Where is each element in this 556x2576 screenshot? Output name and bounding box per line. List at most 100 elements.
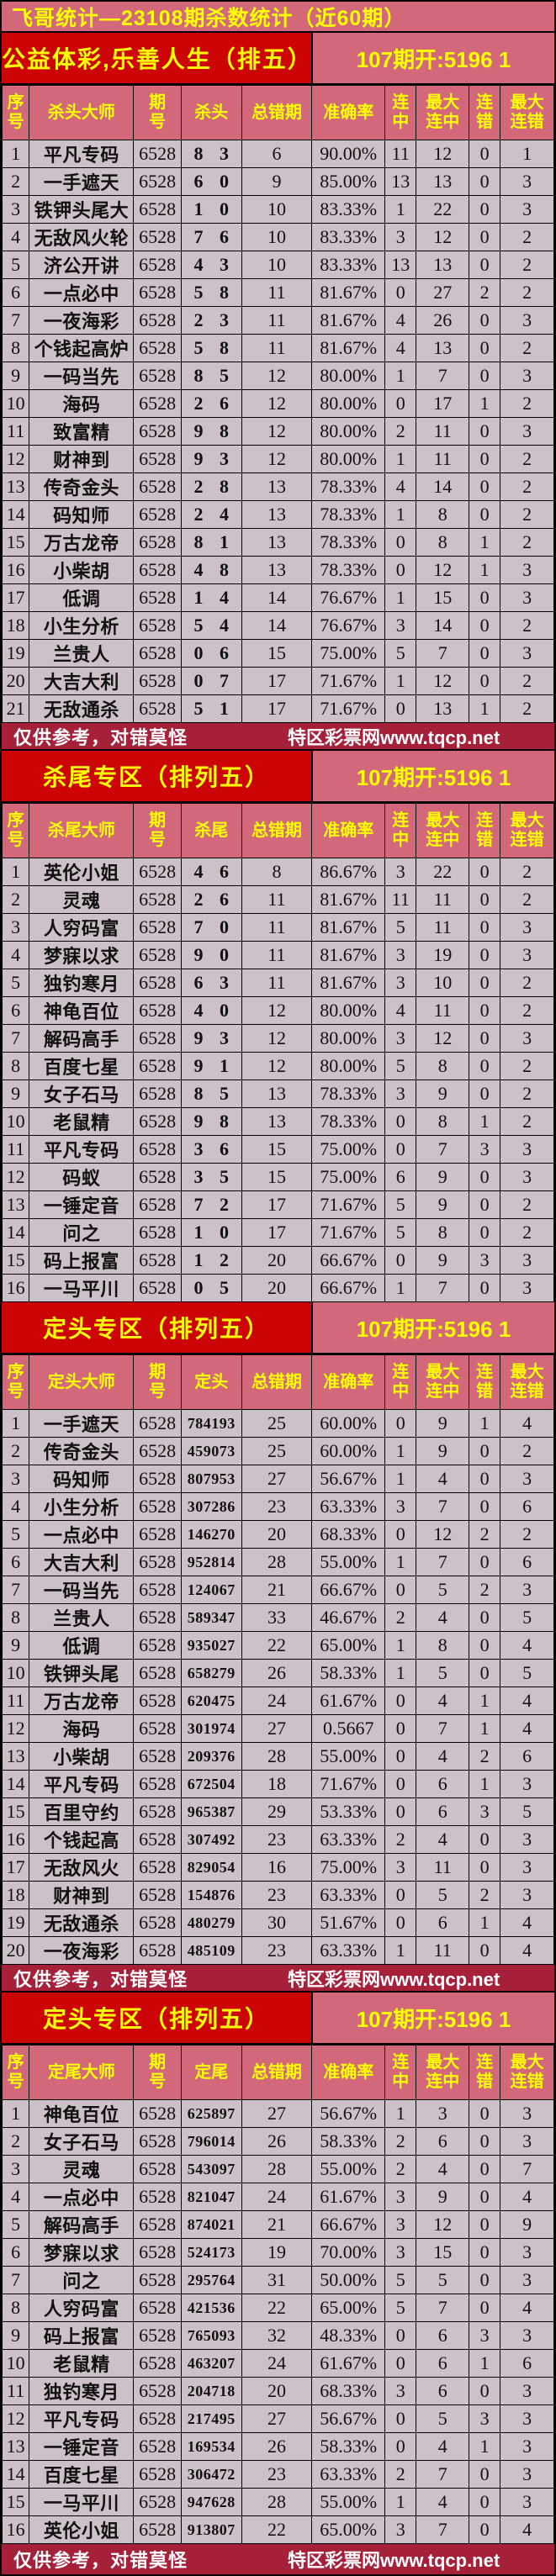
total-error-cell: 26	[241, 2127, 313, 2156]
streak-miss-cell: 1	[468, 1714, 501, 1743]
streak-hit-cell: 5	[384, 913, 417, 942]
table-row: 8 人穷码富 6528 421536 22 65.00% 5 7 0 4	[1, 2294, 554, 2322]
predict-number-cell: 307286	[180, 1492, 242, 1521]
master-name-cell: 小生分析	[29, 611, 135, 640]
max-streak-hit-cell: 8	[416, 1631, 469, 1660]
header-row: 序 号定尾大师期 号定尾 总错期 准确率连 中最大 连中连 错最大 连错	[1, 2045, 554, 2100]
max-streak-miss-cell: 3	[500, 1163, 554, 1191]
master-name-cell: 财神到	[29, 445, 135, 473]
streak-miss-cell: 0	[468, 1190, 501, 1219]
master-name-cell: 平凡专码	[29, 140, 135, 168]
total-error-cell: 30	[241, 1908, 313, 1937]
period-cell: 6528	[133, 2127, 182, 2156]
max-streak-miss-cell: 2	[500, 1520, 554, 1549]
table-row: 7 问之 6528 295764 31 50.00% 5 5 0 3	[1, 2266, 554, 2294]
seq-cell: 13	[1, 1742, 30, 1771]
accuracy-cell: 55.00%	[311, 2155, 386, 2183]
master-name-cell: 大吉大利	[29, 1548, 135, 1576]
master-name-cell: 济公开讲	[29, 251, 135, 279]
period-cell: 6528	[133, 362, 182, 390]
max-streak-hit-cell: 6	[416, 1797, 469, 1826]
accuracy-cell: 60.00%	[311, 1437, 386, 1465]
accuracy-cell: 56.67%	[311, 1465, 386, 1493]
accuracy-cell: 50.00%	[311, 2266, 386, 2294]
period-cell: 6528	[133, 913, 182, 942]
table-row: 5 独钓寒月 6528 6 3 11 81.67% 3 10 0 2	[1, 969, 554, 997]
predict-number-cell: 6 3	[180, 969, 242, 997]
period-cell: 6528	[133, 1714, 182, 1743]
master-name-cell: 一锤定音	[29, 1190, 135, 1219]
max-streak-hit-cell: 9	[416, 1409, 469, 1438]
max-streak-miss-cell: 3	[500, 2404, 554, 2433]
table-row: 12 码蚁 6528 3 5 15 75.00% 6 9 0 3	[1, 1163, 554, 1191]
streak-hit-cell: 0	[384, 556, 417, 584]
master-name-cell: 铁钾头尾	[29, 1659, 135, 1687]
predict-number-cell: 935027	[180, 1631, 242, 1660]
period-cell: 6528	[133, 2210, 182, 2239]
column-header-period: 期 号	[133, 1354, 182, 1410]
max-streak-hit-cell: 5	[416, 2266, 469, 2294]
streak-miss-cell: 0	[468, 1437, 501, 1465]
accuracy-cell: 46.67%	[311, 1603, 386, 1632]
streak-miss-cell: 0	[468, 1936, 501, 1965]
table-row: 12 财神到 6528 9 3 12 80.00% 1 11 0 2	[1, 445, 554, 473]
max-streak-miss-cell: 3	[500, 1853, 554, 1882]
streak-hit-cell: 1	[384, 1465, 417, 1493]
column-header-seq: 序 号	[1, 2045, 30, 2100]
master-name-cell: 平凡专码	[29, 1770, 135, 1798]
seq-cell: 11	[1, 1687, 30, 1715]
seq-cell: 10	[1, 1107, 30, 1136]
draw-result: 107期开:5196 1	[313, 1302, 554, 1353]
page-title: 飞哥统计—23108期杀数统计（近60期）	[2, 2, 554, 33]
total-error-cell: 27	[241, 2099, 313, 2128]
accuracy-cell: 85.00%	[311, 167, 386, 196]
total-error-cell: 13	[241, 528, 313, 557]
predict-number-cell: 9 3	[180, 1024, 242, 1053]
max-streak-miss-cell: 3	[500, 306, 554, 335]
total-error-cell: 24	[241, 2183, 313, 2211]
master-name-cell: 小柴胡	[29, 556, 135, 584]
master-name-cell: 无敌通杀	[29, 1908, 135, 1937]
predict-number-cell: 947628	[180, 2488, 242, 2516]
max-streak-hit-cell: 11	[416, 885, 469, 914]
table-row: 18 财神到 6528 154876 23 63.33% 0 5 2 3	[1, 1881, 554, 1909]
streak-miss-cell: 0	[468, 1218, 501, 1247]
predict-number-cell: 4 8	[180, 556, 242, 584]
column-header-streak-miss: 连 错	[468, 2045, 501, 2100]
predict-number-cell: 625897	[180, 2099, 242, 2128]
disclaimer-text: 仅供参考，对错莫怪	[13, 726, 188, 748]
period-cell: 6528	[133, 2155, 182, 2183]
streak-miss-cell: 0	[468, 2183, 501, 2211]
seq-cell: 3	[1, 1465, 30, 1493]
accuracy-cell: 56.67%	[311, 2404, 386, 2433]
streak-hit-cell: 3	[384, 941, 417, 969]
total-error-cell: 26	[241, 1659, 313, 1687]
max-streak-hit-cell: 7	[416, 1135, 469, 1164]
max-streak-miss-cell: 3	[500, 362, 554, 390]
max-streak-miss-cell: 6	[500, 1492, 554, 1521]
streak-miss-cell: 0	[468, 1659, 501, 1687]
period-cell: 6528	[133, 1079, 182, 1108]
max-streak-hit-cell: 4	[416, 1687, 469, 1715]
max-streak-hit-cell: 11	[416, 913, 469, 942]
accuracy-cell: 55.00%	[311, 1548, 386, 1576]
master-name-cell: 灵魂	[29, 885, 135, 914]
seq-cell: 4	[1, 941, 30, 969]
max-streak-hit-cell: 9	[416, 1437, 469, 1465]
table-row: 21 无敌通杀 6528 5 1 17 71.67% 0 13 1 2	[1, 694, 554, 723]
max-streak-miss-cell: 4	[500, 1631, 554, 1660]
seq-cell: 2	[1, 885, 30, 914]
seq-cell: 11	[1, 417, 30, 446]
streak-hit-cell: 4	[384, 334, 417, 362]
streak-miss-cell: 0	[468, 306, 501, 335]
column-header-streak-hit: 连 中	[384, 2045, 417, 2100]
total-error-cell: 20	[241, 1520, 313, 1549]
seq-cell: 13	[1, 472, 30, 501]
streak-miss-cell: 0	[468, 1465, 501, 1493]
max-streak-miss-cell: 3	[500, 2238, 554, 2267]
streak-hit-cell: 3	[384, 1853, 417, 1882]
seq-cell: 16	[1, 1825, 30, 1854]
period-cell: 6528	[133, 1659, 182, 1687]
master-name-cell: 百里守约	[29, 1797, 135, 1826]
max-streak-hit-cell: 3	[416, 2099, 469, 2128]
